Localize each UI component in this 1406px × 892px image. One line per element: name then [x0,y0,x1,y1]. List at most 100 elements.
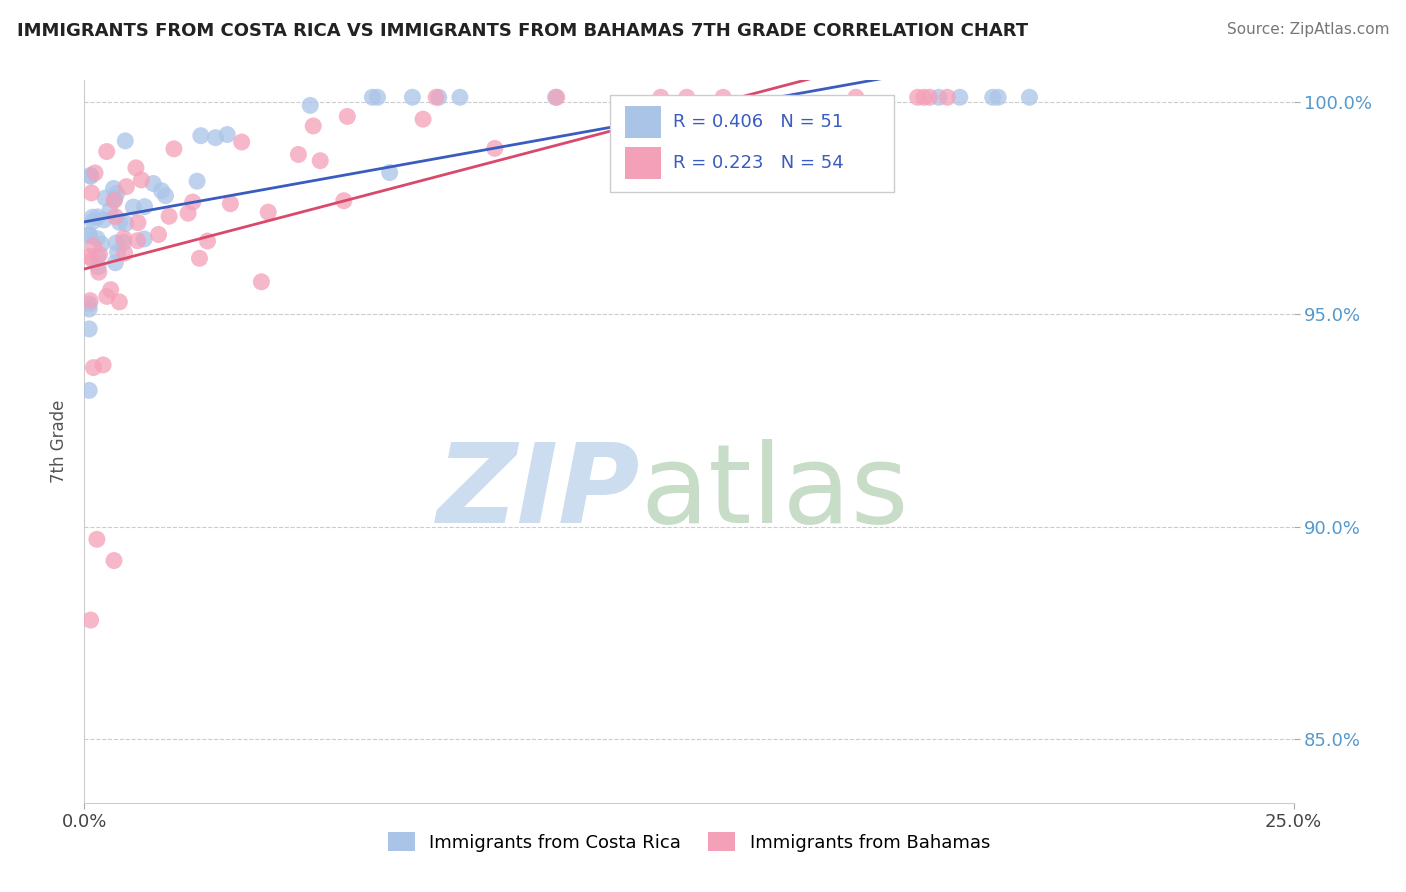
Point [219,196,242,211]
Point [546,90,568,104]
Point [412,112,434,127]
Point [918,90,941,104]
Text: R = 0.223   N = 54: R = 0.223 N = 54 [673,154,844,172]
Point [125,161,148,175]
Point [108,294,131,309]
Point [82,252,104,267]
Point [114,246,136,260]
Point [544,90,567,104]
Point [936,90,959,104]
Point [103,553,125,567]
Point [987,90,1010,104]
Point [94,191,117,205]
Point [127,216,149,230]
Point [177,206,200,220]
Point [105,186,128,201]
Point [928,90,950,104]
Point [112,235,135,250]
Point [675,90,697,104]
Point [114,216,136,230]
Text: ZIP: ZIP [437,439,641,546]
Point [127,234,149,248]
Point [77,227,100,242]
Point [87,250,110,264]
Point [107,245,129,260]
Point [86,533,108,547]
Point [103,181,125,195]
Point [77,322,100,336]
Point [82,210,104,224]
Point [949,90,972,104]
Point [361,90,384,104]
Point [77,228,100,243]
Point [91,358,114,372]
Y-axis label: 7th Grade: 7th Grade [51,400,69,483]
Point [79,293,101,308]
Point [82,360,104,375]
Point [142,177,165,191]
Point [80,169,103,184]
Point [336,110,359,124]
Bar [624,105,661,138]
Point [981,90,1004,104]
Point [299,98,322,112]
Point [87,210,110,224]
Point [150,184,173,198]
Point [77,297,100,311]
Point [845,90,868,104]
Point [190,128,212,143]
Point [204,130,226,145]
Point [309,153,332,168]
Point [80,186,103,200]
Point [1018,90,1040,104]
Point [100,283,122,297]
Point [287,147,309,161]
Point [105,235,128,250]
Point [366,90,388,104]
Point [163,142,186,156]
Text: Source: ZipAtlas.com: Source: ZipAtlas.com [1226,22,1389,37]
Point [157,209,180,223]
Point [77,302,100,317]
Point [86,232,108,246]
Point [89,247,111,261]
Text: IMMIGRANTS FROM COSTA RICA VS IMMIGRANTS FROM BAHAMAS 7TH GRADE CORRELATION CHAR: IMMIGRANTS FROM COSTA RICA VS IMMIGRANTS… [17,22,1028,40]
Point [77,249,100,263]
Point [484,141,506,155]
Point [104,192,127,206]
Point [82,214,104,228]
Point [257,205,280,219]
Point [115,179,138,194]
Point [77,384,100,398]
Point [134,200,156,214]
Point [378,165,401,179]
Point [181,195,204,210]
Point [333,194,356,208]
Point [302,119,325,133]
Point [122,200,145,214]
Point [82,239,104,253]
Point [155,188,177,202]
Point [79,169,101,183]
Point [425,90,447,104]
Point [217,128,239,142]
Point [103,194,125,208]
Point [87,265,110,279]
Point [427,90,450,104]
Point [112,231,135,245]
Point [98,203,121,218]
Point [87,260,110,274]
FancyBboxPatch shape [610,95,894,193]
Point [907,90,929,104]
Point [104,256,127,270]
Bar [624,147,661,179]
Text: atlas: atlas [641,439,910,546]
Point [131,173,153,187]
Point [90,237,112,252]
Point [186,174,208,188]
Point [650,90,672,104]
Point [134,232,156,246]
Legend: Immigrants from Costa Rica, Immigrants from Bahamas: Immigrants from Costa Rica, Immigrants f… [381,825,997,859]
Text: R = 0.406   N = 51: R = 0.406 N = 51 [673,113,844,131]
Point [188,252,211,266]
